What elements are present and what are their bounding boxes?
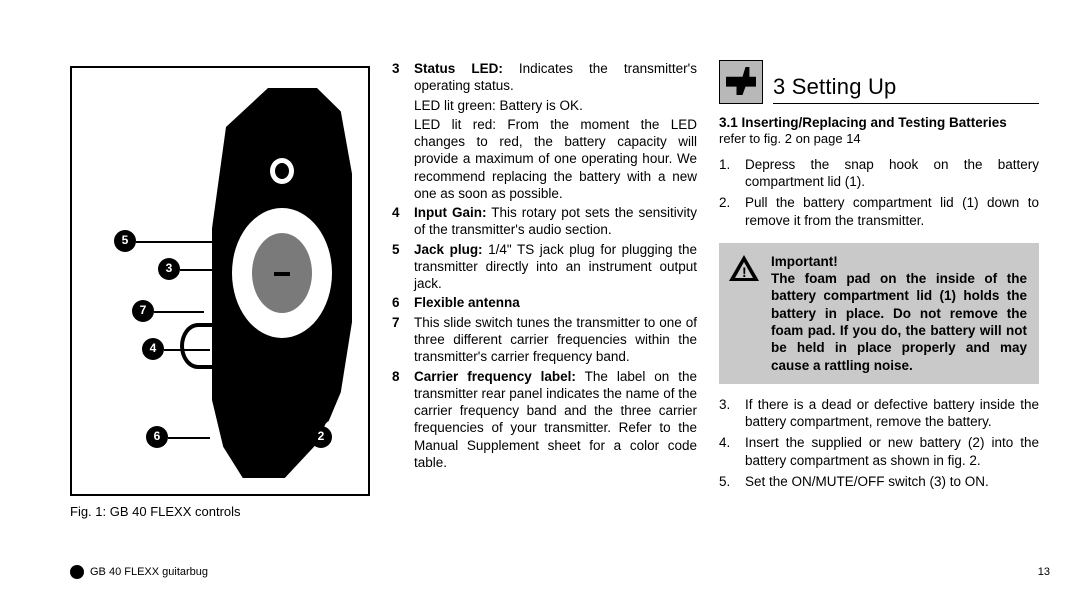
footer-product: GB 40 FLEXX guitarbug: [90, 566, 208, 578]
step-text: Depress the snap hook on the battery com…: [745, 156, 1039, 191]
important-title: Important!: [771, 253, 1027, 270]
definition-body: Carrier frequency label: The label on th…: [414, 368, 697, 472]
figure-reference: refer to fig. 2 on page 14: [719, 131, 1039, 148]
definition-number: 4: [392, 204, 408, 239]
important-body: The foam pad on the inside of the batter…: [771, 270, 1027, 374]
definition-cont: LED lit red: From the moment the LED cha…: [414, 116, 697, 202]
footer-left: GB 40 FLEXX guitarbug: [70, 565, 208, 579]
device-nub: [180, 323, 216, 369]
callout-lead: [280, 437, 310, 439]
section-title-wrap: 3 Setting Up: [773, 73, 1039, 104]
definition-body: Input Gain: This rotary pot sets the sen…: [414, 204, 697, 239]
step-number: 2.: [719, 194, 739, 229]
callout-3: 3: [158, 258, 180, 280]
device-silhouette: [212, 88, 352, 478]
definition-number: 6: [392, 294, 408, 311]
drill-shape: [726, 67, 756, 95]
definition-label: Status LED:: [414, 61, 503, 76]
section-header: 3 Setting Up: [719, 60, 1039, 104]
page-footer: GB 40 FLEXX guitarbug 13: [70, 565, 1050, 579]
definition-number: 7: [392, 314, 408, 366]
page-number: 13: [1038, 566, 1050, 578]
callout-7: 7: [132, 300, 154, 322]
definition-number: 8: [392, 368, 408, 472]
callout-2: 2: [310, 426, 332, 448]
step-text: Insert the supplied or new battery (2) i…: [745, 434, 1039, 469]
important-box: ! Important! The foam pad on the inside …: [719, 243, 1039, 384]
definition-body: This slide switch tunes the transmitter …: [414, 314, 697, 366]
disc-slot: [274, 272, 290, 276]
step-number: 5.: [719, 473, 739, 490]
callout-lead: [168, 437, 210, 439]
callout-4: 4: [142, 338, 164, 360]
step-text: Set the ON/MUTE/OFF switch (3) to ON.: [745, 473, 1039, 490]
definitions-column: 3Status LED: Indicates the transmitter's…: [392, 60, 697, 540]
step-number: 1.: [719, 156, 739, 191]
figure-caption: Fig. 1: GB 40 FLEXX controls: [70, 504, 370, 521]
callout-lead: [154, 311, 204, 313]
definition-label: Jack plug:: [414, 242, 483, 257]
definition-body: Flexible antenna: [414, 294, 697, 311]
drill-icon: [719, 60, 763, 104]
footer-logo-icon: [70, 565, 84, 579]
definition-number: 5: [392, 241, 408, 293]
step-number: 3.: [719, 396, 739, 431]
steps-list-a: 1.Depress the snap hook on the battery c…: [719, 156, 1039, 229]
subsection-head: 3.1 Inserting/Replacing and Testing Batt…: [719, 114, 1039, 131]
section-name: Setting Up: [792, 74, 897, 99]
steps-list-b: 3.If there is a dead or defective batter…: [719, 396, 1039, 490]
device-top-ring: [270, 158, 294, 184]
definition-label: Flexible antenna: [414, 295, 520, 310]
manual-page: 537462 Fig. 1: GB 40 FLEXX controls 3Sta…: [0, 0, 1080, 597]
definition-body: Jack plug: 1/4" TS jack plug for pluggin…: [414, 241, 697, 293]
warning-exclaim: !: [742, 264, 747, 282]
callout-lead: [180, 269, 228, 271]
figure-frame: 537 4 6 2: [70, 66, 370, 496]
definition-cont: LED lit green: Battery is OK.: [414, 97, 697, 114]
definition-number: 3: [392, 60, 408, 95]
setup-column: 3 Setting Up 3.1 Inserting/Replacing and…: [719, 60, 1039, 540]
callout-6: 6: [146, 426, 168, 448]
columns: 537462 Fig. 1: GB 40 FLEXX controls 3Sta…: [70, 60, 1050, 540]
definition-body: Status LED: Indicates the transmitter's …: [414, 60, 697, 95]
definition-list: 3Status LED: Indicates the transmitter's…: [392, 60, 697, 471]
step-text: If there is a dead or defective battery …: [745, 396, 1039, 431]
important-text: Important! The foam pad on the inside of…: [771, 253, 1027, 374]
callout-5: 5: [114, 230, 136, 252]
step-text: Pull the battery compartment lid (1) dow…: [745, 194, 1039, 229]
figure-column: 537 4 6 2 Fig. 1: GB 40 FLEXX controls: [70, 60, 370, 540]
definition-label: Input Gain:: [414, 205, 486, 220]
callout-lead: [136, 241, 220, 243]
definition-label: Carrier frequency label:: [414, 369, 576, 384]
section-title: 3 Setting Up: [773, 74, 896, 99]
section-number: 3: [773, 74, 785, 99]
callout-lead: [164, 349, 210, 351]
step-number: 4.: [719, 434, 739, 469]
